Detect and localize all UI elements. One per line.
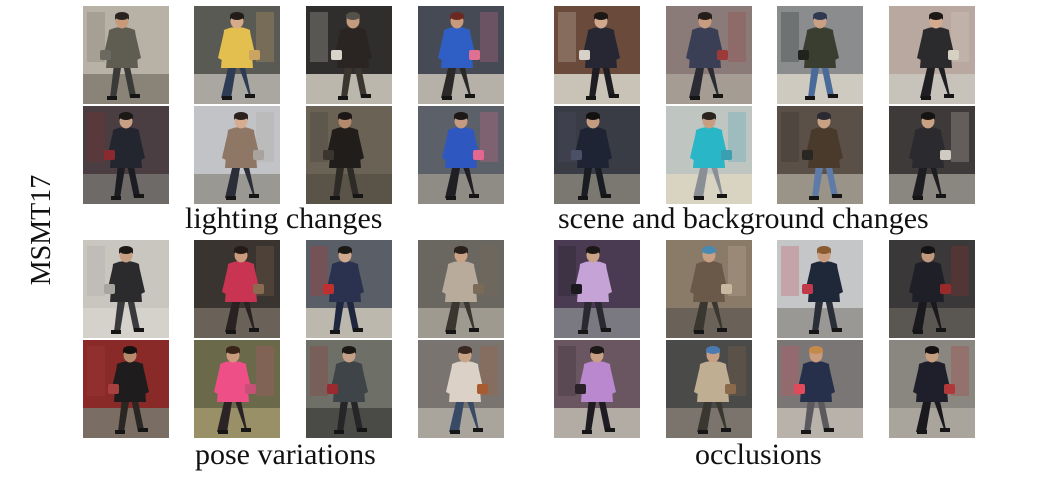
person-image — [889, 340, 975, 438]
person-image — [666, 340, 752, 438]
person-image — [554, 340, 640, 438]
person-image — [194, 340, 280, 438]
person-image — [83, 340, 169, 438]
person-image — [666, 106, 752, 204]
person-image — [777, 340, 863, 438]
person-image — [194, 6, 280, 104]
person-image — [83, 6, 169, 104]
person-image — [306, 240, 392, 338]
person-image — [306, 106, 392, 204]
person-image — [889, 106, 975, 204]
dataset-label-text: MSMT17 — [26, 174, 57, 286]
person-image — [777, 6, 863, 104]
person-image — [889, 6, 975, 104]
person-image — [83, 106, 169, 204]
caption-lighting-changes: lighting changes — [185, 202, 383, 235]
person-image — [306, 6, 392, 104]
caption-scene-and-background-changes: scene and background changes — [558, 202, 929, 235]
caption-pose-variations: pose variations — [195, 438, 376, 471]
person-image — [777, 240, 863, 338]
person-image — [418, 240, 504, 338]
person-image — [666, 240, 752, 338]
person-image — [889, 240, 975, 338]
person-image — [418, 106, 504, 204]
person-image — [777, 106, 863, 204]
caption-occlusions: occlusions — [695, 438, 822, 471]
person-image — [666, 6, 752, 104]
person-image — [83, 240, 169, 338]
person-image — [554, 240, 640, 338]
person-image — [554, 6, 640, 104]
person-image — [306, 340, 392, 438]
person-image — [418, 340, 504, 438]
dataset-label: MSMT17 — [22, 160, 62, 300]
person-image — [418, 6, 504, 104]
person-image — [194, 106, 280, 204]
person-image — [554, 106, 640, 204]
person-image — [194, 240, 280, 338]
